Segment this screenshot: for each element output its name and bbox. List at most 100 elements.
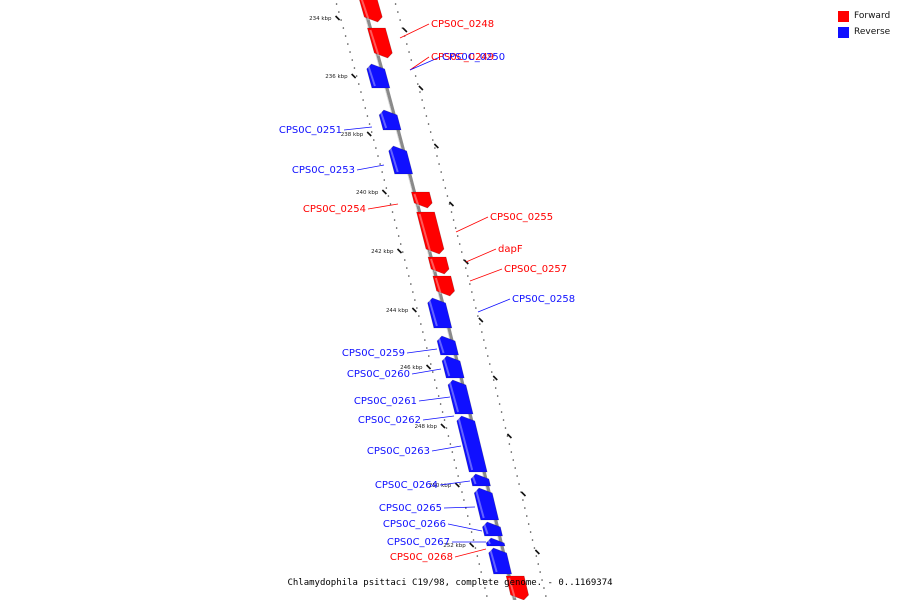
scale-dot [460,251,463,253]
scale-dot [472,539,475,541]
gene-label: CPS0C_0249 [431,52,494,63]
scale-dot [397,11,399,13]
scale-dot [410,283,412,285]
gene-shade [448,381,460,413]
tick-label: 244 kbp [386,308,409,314]
gene-arrow [505,575,529,600]
gene-label: CPS0C_0268 [390,552,453,563]
scale-dot [428,355,430,357]
gene-arrow [427,256,450,275]
scale-dot [427,123,430,125]
scale-dot [477,315,479,317]
scale-dot [393,219,396,221]
scale-dot [401,251,404,253]
scale-dot [469,283,471,285]
scale-dot [498,403,501,405]
gene-label: CPS0C_0257 [504,264,567,275]
scale-dot [417,83,419,85]
scale-dot [494,387,497,389]
gene-label: CPS0C_0263 [367,446,430,457]
scale-dot [500,411,503,413]
gene-label: CPS0C_0255 [490,212,553,223]
gene-shade [367,65,376,87]
scale-dot [537,563,540,565]
scale-dot [449,443,452,445]
gene-label: CPS0C_0259 [342,348,405,359]
scale-dot [445,427,448,429]
gene-arrow [470,473,491,487]
major-tick-left [381,189,387,195]
gene-shade [471,475,477,485]
gene-leader [409,56,441,71]
forward-swatch [838,10,849,22]
gene-arrow [447,379,474,415]
gene-arrow [432,275,455,297]
scale-dot [482,579,484,581]
gene-arrow [488,547,513,575]
scale-dot [476,555,479,557]
scale-dot [399,243,402,245]
scale-dot [425,115,428,117]
scale-dot [379,163,381,165]
gene-label: CPS0C_0265 [379,503,442,514]
legend-item-reverse[interactable]: Reverse [838,24,890,40]
tick-label: 246 kbp [400,365,423,371]
scale-dot [512,459,515,461]
scale-dot [444,187,447,189]
scale-dot [539,571,541,573]
major-tick-right [520,491,527,497]
scale-dot [471,291,473,293]
scale-dot [437,395,440,397]
gene-shade [508,577,516,599]
gene-shade [487,539,491,545]
scale-dot [474,547,477,549]
scale-dot [347,43,349,45]
scale-dot [433,379,436,381]
gene-label: CPS0C_0266 [383,519,446,530]
major-tick-right [534,549,540,555]
legend-label-forward: Forward [854,11,891,21]
scale-dot [518,483,520,485]
major-tick-left [334,15,341,21]
scale-dot [466,515,469,517]
gene-leader [465,248,497,263]
scale-dot [431,371,434,373]
scale-dot [463,499,465,501]
legend-item-forward[interactable]: Forward [838,8,890,24]
scale-dot [487,355,489,357]
gene-leader [406,348,438,354]
scale-dot [453,459,456,461]
scale-dot [510,451,513,453]
scale-dot [364,107,367,109]
gene-arrow [456,415,488,473]
scale-dot [362,99,364,101]
scale-dot [366,115,369,117]
scale-dot [451,451,454,453]
gene-label: CPS0C_0253 [292,165,355,176]
scale-dot [435,387,438,389]
scale-dot [375,147,377,149]
tick-label: 248 kbp [415,424,438,430]
tick-label: 238 kbp [341,132,364,138]
major-tick-left [411,307,417,313]
gene-leader [356,164,385,171]
scale-dot [514,467,517,469]
gene-shade [489,549,498,573]
scale-dot [442,179,445,181]
scale-dot [429,131,432,133]
scale-dot [438,163,440,165]
gene-shade [430,258,437,273]
scale-dot [414,75,417,77]
scale-dot [408,51,410,53]
scale-dot [422,331,424,333]
scale-dot [448,203,451,205]
scale-dot [452,219,455,221]
scale-dot [488,363,491,365]
gene-label: CPS0C_0262 [358,415,421,426]
scale-dot [387,195,390,197]
scale-dot [419,91,421,93]
legend-label-reverse: Reverse [854,27,891,37]
gene-arrow [410,191,433,209]
scale-dot [525,515,528,517]
